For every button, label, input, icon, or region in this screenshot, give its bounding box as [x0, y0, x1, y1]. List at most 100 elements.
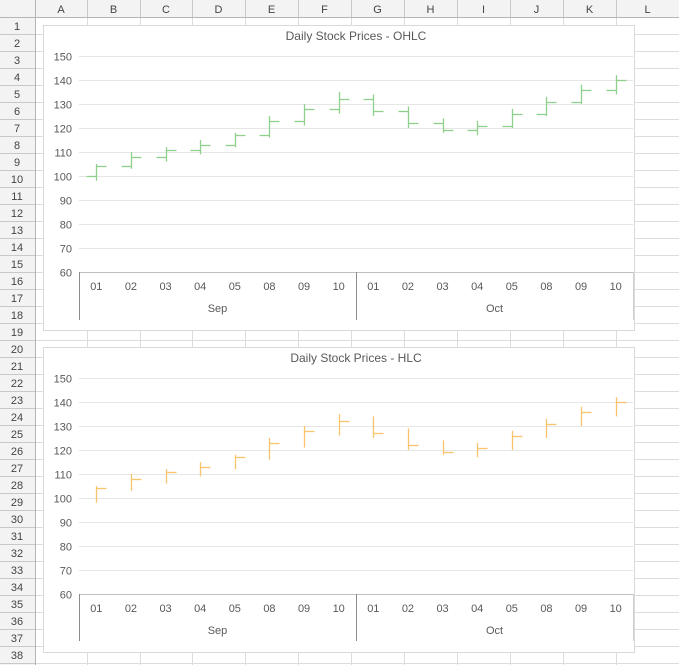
row-header[interactable]: 34 [11, 582, 23, 594]
row-header[interactable]: 4 [14, 72, 20, 84]
price-bar[interactable] [398, 106, 419, 128]
price-bar[interactable] [363, 94, 384, 116]
column-header[interactable]: D [215, 4, 223, 16]
column-header[interactable]: J [534, 4, 540, 16]
row-header[interactable]: 27 [11, 463, 23, 475]
price-bar[interactable] [165, 469, 177, 484]
column-header[interactable]: L [644, 4, 650, 16]
x-tick-label: 10 [333, 281, 345, 293]
row-header[interactable]: 11 [11, 191, 22, 203]
row-header[interactable]: 21 [11, 361, 23, 373]
y-tick-label: 90 [60, 196, 72, 208]
y-tick-label: 110 [54, 470, 72, 482]
row-header[interactable]: 16 [11, 276, 23, 288]
price-bar[interactable] [442, 440, 454, 455]
column-header[interactable]: F [321, 4, 328, 16]
x-tick-label: 10 [333, 603, 345, 615]
row-header[interactable]: 18 [11, 310, 23, 322]
row-header[interactable]: 28 [11, 480, 23, 492]
row-header[interactable]: 35 [11, 599, 23, 611]
price-bar[interactable] [502, 108, 523, 128]
y-tick-label: 150 [54, 52, 72, 64]
price-bar[interactable] [615, 397, 627, 417]
row-header[interactable]: 36 [11, 616, 23, 628]
column-header[interactable]: I [482, 4, 485, 16]
row-header[interactable]: 14 [11, 242, 23, 254]
y-tick-label: 100 [54, 494, 72, 506]
column-header-bar [0, 0, 679, 17]
price-bar[interactable] [294, 104, 315, 126]
row-header[interactable]: 15 [11, 259, 23, 271]
row-header[interactable]: 13 [11, 225, 23, 237]
price-bar[interactable] [407, 428, 419, 450]
stock-chart-ohlc[interactable]: Daily Stock Prices - OHLC607080901001101… [43, 25, 635, 331]
price-bar[interactable] [156, 147, 177, 162]
price-bar[interactable] [536, 96, 557, 116]
row-header[interactable]: 31 [11, 531, 23, 543]
row-header[interactable]: 2 [14, 38, 20, 50]
row-header[interactable]: 7 [14, 123, 20, 135]
column-header[interactable]: K [586, 4, 594, 16]
price-bar[interactable] [580, 406, 592, 426]
price-bar[interactable] [606, 75, 627, 95]
row-header[interactable]: 9 [14, 157, 20, 169]
chart-area[interactable] [43, 347, 635, 653]
chart-area[interactable] [43, 25, 635, 331]
price-bar[interactable] [476, 442, 488, 458]
price-bar[interactable] [234, 454, 246, 470]
row-header[interactable]: 33 [11, 565, 23, 577]
row-header[interactable]: 22 [11, 378, 23, 390]
stock-chart-hlc[interactable]: Daily Stock Prices - HLC6070809010011012… [43, 347, 635, 653]
price-bar[interactable] [95, 486, 107, 503]
row-header[interactable]: 19 [11, 327, 23, 339]
row-header[interactable]: 26 [11, 446, 23, 458]
price-bar[interactable] [259, 116, 280, 138]
price-bar[interactable] [372, 416, 384, 438]
row-header[interactable]: 17 [11, 293, 23, 305]
y-tick-label: 90 [60, 518, 72, 530]
row-header[interactable]: 38 [11, 650, 23, 662]
column-header[interactable]: C [162, 4, 170, 16]
price-bar[interactable] [199, 462, 211, 477]
column-header[interactable]: H [427, 4, 435, 16]
x-tick-label: 09 [575, 281, 587, 293]
row-header[interactable]: 1 [14, 21, 20, 33]
price-bar[interactable] [329, 92, 350, 114]
row-header[interactable]: 12 [11, 208, 23, 220]
price-bar[interactable] [571, 84, 592, 104]
row-header-bar [0, 0, 35, 665]
chart-title: Daily Stock Prices - HLC [290, 351, 422, 365]
row-header[interactable]: 32 [11, 548, 23, 560]
row-header[interactable]: 37 [11, 633, 23, 645]
price-bar[interactable] [511, 430, 523, 450]
price-bar[interactable] [268, 438, 280, 460]
row-header[interactable]: 25 [11, 429, 23, 441]
price-bar[interactable] [303, 426, 315, 448]
column-header[interactable]: G [373, 4, 382, 16]
price-bar[interactable] [190, 140, 211, 155]
price-bar[interactable] [130, 474, 142, 491]
column-header[interactable]: E [268, 4, 275, 16]
row-header[interactable]: 29 [11, 497, 23, 509]
column-header[interactable]: B [110, 4, 117, 16]
price-bar[interactable] [86, 164, 107, 181]
row-header[interactable]: 6 [14, 106, 20, 118]
row-header[interactable]: 3 [14, 55, 20, 67]
column-header[interactable]: A [57, 4, 65, 16]
row-header[interactable]: 8 [14, 140, 20, 152]
row-header[interactable]: 20 [11, 344, 23, 356]
row-header[interactable]: 30 [11, 514, 23, 526]
row-header[interactable]: 24 [11, 412, 23, 424]
row-header[interactable]: 23 [11, 395, 23, 407]
x-tick-label: 08 [263, 281, 275, 293]
row-header[interactable]: 5 [14, 89, 20, 101]
price-bar[interactable] [121, 152, 142, 169]
price-bar[interactable] [545, 418, 557, 438]
price-bar[interactable] [338, 414, 350, 436]
row-header[interactable]: 10 [11, 174, 23, 186]
price-bar[interactable] [467, 120, 488, 136]
y-tick-label: 120 [54, 124, 72, 136]
price-bar[interactable] [433, 118, 454, 133]
price-bar[interactable] [225, 132, 246, 148]
